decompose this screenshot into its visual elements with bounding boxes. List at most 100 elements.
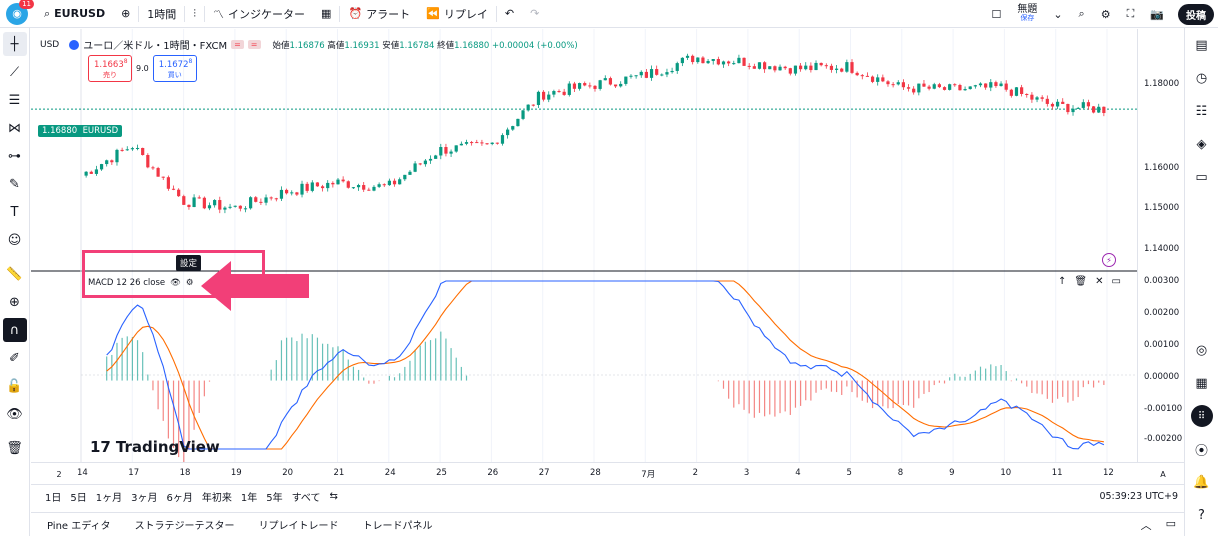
tab-replay-trade[interactable]: リプレイトレード <box>258 521 339 532</box>
candle-body <box>326 182 330 189</box>
snapshot-button[interactable]: 📷 <box>1142 0 1172 28</box>
range-1d[interactable]: 1日 <box>45 493 62 504</box>
redo-button[interactable]: ↷ <box>522 0 547 28</box>
interval-button[interactable]: 1時間 <box>147 7 177 21</box>
macd-legend[interactable]: MACD 12 26 close 👁 ⚙ <box>88 278 194 288</box>
help-button[interactable]: ? <box>1190 503 1214 527</box>
streams-button[interactable]: ⦿ <box>1190 437 1214 461</box>
sell-button[interactable]: 1.16638 売り <box>88 55 132 82</box>
candle-body <box>994 82 998 87</box>
range-6m[interactable]: 6ヶ月 <box>166 493 193 504</box>
maximize-icon[interactable]: ▭ <box>1111 276 1121 287</box>
trend-line-tool[interactable]: ⟋ <box>3 60 27 84</box>
indicators-button[interactable]: 〽インジケーター <box>213 7 306 21</box>
quick-search-button[interactable]: ⌕ <box>1071 0 1093 28</box>
time-label: 5 <box>846 468 852 478</box>
collapse-icon[interactable]: ✕ <box>1095 276 1104 287</box>
pencil-lock-icon: ✐ <box>9 350 20 366</box>
undo-button[interactable]: ↶ <box>497 0 522 28</box>
calendar-button[interactable]: ▦ <box>1190 371 1214 395</box>
alert-button[interactable]: ⏰ アラート <box>348 7 411 21</box>
hide-drawings-tool[interactable]: 👁 <box>3 402 27 426</box>
symbol-search-button[interactable]: ⌕ EURUSD <box>44 6 106 21</box>
fib-tool[interactable]: ☰ <box>3 88 27 112</box>
object-tree-button[interactable]: ◈ <box>1190 133 1214 157</box>
magnet-tool[interactable]: ∩ <box>2 318 27 342</box>
candle-body <box>603 78 607 81</box>
series-legend[interactable]: USD ユーロ／米ドル・1時間・FXCM = = 始値1.16876 高値1.1… <box>40 37 578 52</box>
candle-body <box>213 200 217 206</box>
watchlist-button[interactable]: ▤ <box>1190 34 1214 58</box>
fullscreen-button[interactable]: ⛶ <box>1119 0 1143 28</box>
lock-drawings-tool[interactable]: 🔓 <box>3 374 27 398</box>
remove-drawings-tool[interactable]: 🗑 <box>3 436 27 460</box>
compare-symbol-button[interactable]: ⊕ <box>113 0 138 28</box>
notifications-button[interactable]: 🔔 <box>1190 470 1214 494</box>
tab-pine-editor[interactable]: Pine エディタ <box>47 521 111 532</box>
save-layout-button[interactable]: 無題 保存 <box>1017 4 1038 23</box>
range-ytd[interactable]: 年初来 <box>201 493 232 504</box>
news-button[interactable]: ☷ <box>1190 100 1214 124</box>
legend-extra-button[interactable]: = <box>247 40 261 49</box>
chevron-up-icon[interactable]: ︿ <box>1140 519 1152 532</box>
replay-button[interactable]: ⏪ リプレイ <box>426 7 488 21</box>
tab-strategy-tester[interactable]: ストラテジーテスター <box>134 521 235 532</box>
flag-icon <box>69 39 80 50</box>
forecast-tool[interactable]: ⊶ <box>3 144 27 168</box>
stay-drawing-tool[interactable]: ✐ <box>3 346 27 370</box>
alerts-panel-button[interactable]: ◷ <box>1190 67 1214 91</box>
crosshair-tool[interactable]: ┼ <box>2 32 27 56</box>
trash-icon[interactable]: 🗑 <box>1074 276 1088 287</box>
crosshair-icon: ┼ <box>10 36 19 52</box>
goto-date-icon[interactable]: ⇆ <box>329 491 338 502</box>
text-tool[interactable]: T <box>3 200 27 224</box>
chart-type-button[interactable]: ⫶ <box>185 0 204 28</box>
arrow-up-icon[interactable]: ↑ <box>1058 276 1067 287</box>
pattern-tool[interactable]: ⋈ <box>3 116 27 140</box>
buy-button[interactable]: 1.16728 買い <box>152 55 197 82</box>
time-label: 19 <box>230 468 242 478</box>
candle-body <box>500 135 505 144</box>
range-5y[interactable]: 5年 <box>266 493 283 504</box>
candle-body <box>701 57 705 64</box>
post-button[interactable]: 投稿 <box>1178 3 1214 25</box>
notification-badge: 11 <box>19 0 34 9</box>
chat-button[interactable]: ▭ <box>1190 166 1214 190</box>
brush-tool[interactable]: ✎ <box>3 172 27 196</box>
eye-icon[interactable]: 👁 <box>170 278 181 288</box>
maximize-panel-icon[interactable]: ▭ <box>1165 517 1176 530</box>
range-1m[interactable]: 1ヶ月 <box>95 493 123 504</box>
ruler-tool[interactable]: 📏 <box>3 262 27 286</box>
ideas-button[interactable]: ◎ <box>1190 338 1214 362</box>
clock[interactable]: 05:39:23 UTC+9 <box>1099 491 1178 502</box>
time-axis[interactable]: 2 14 17 18 19 20 21 24 25 26 27 28 7月 2 3 4 5 8 9 10 11 12 A <box>31 462 1184 484</box>
timezone-corner[interactable]: 2 <box>56 469 62 479</box>
price-scale[interactable]: 1.18000 1.16000 1.15000 1.14000 0.00300 … <box>1137 29 1184 462</box>
emoji-tool[interactable]: ☺ <box>3 228 27 252</box>
candle-body <box>799 65 803 70</box>
range-all[interactable]: すべて <box>291 493 321 504</box>
time-label: 9 <box>949 468 955 478</box>
layout-menu-button[interactable]: ⌄ <box>1045 0 1070 28</box>
legend-minus-button[interactable]: = <box>231 40 244 49</box>
layouts-button[interactable]: ▦ <box>313 0 339 28</box>
gear-icon[interactable]: ⚙ <box>185 278 194 288</box>
range-1y[interactable]: 1年 <box>240 493 258 504</box>
range-3m[interactable]: 3ヶ月 <box>131 493 158 504</box>
price-chart[interactable] <box>31 29 1137 462</box>
range-5d[interactable]: 5日 <box>70 493 87 504</box>
time-label: 12 <box>1103 468 1114 478</box>
user-avatar[interactable]: ◉ 11 <box>6 0 34 25</box>
tab-trade-panel[interactable]: トレードパネル <box>362 521 433 532</box>
auto-scale-button[interactable]: A <box>1160 469 1166 479</box>
fullscreen-layout-button[interactable]: ☐ <box>983 0 1009 28</box>
products-button[interactable]: ⠿ <box>1190 404 1214 428</box>
drawing-toolbar: ┼ ⟋ ☰ ⋈ ⊶ ✎ T ☺ 📏 ⊕ ∩ ✐ 🔓 👁 🗑 <box>0 28 30 536</box>
candle-body <box>804 65 808 70</box>
currency-selector[interactable]: USD <box>40 39 60 50</box>
time-label: 24 <box>384 468 396 478</box>
candle-body <box>387 180 391 186</box>
settings-button[interactable]: ⚙ <box>1093 0 1119 28</box>
zoom-tool[interactable]: ⊕ <box>3 290 27 314</box>
flash-icon[interactable]: ⚡ <box>1102 253 1116 267</box>
